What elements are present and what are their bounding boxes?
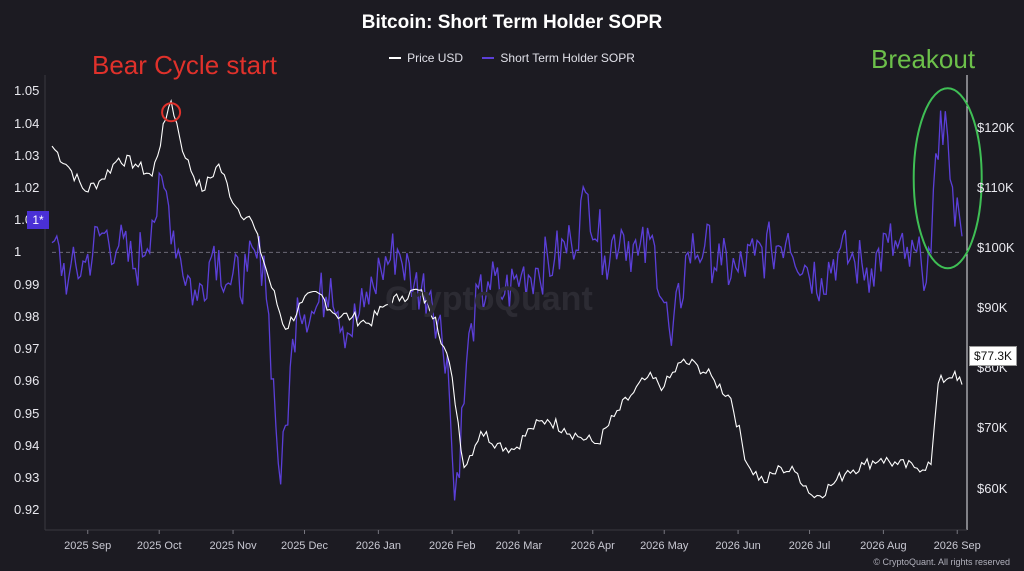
legend-item-sopr[interactable]: Short Term Holder SOPR bbox=[482, 51, 635, 65]
y-left-tick-label: 1 bbox=[14, 244, 22, 260]
copyright-credit: © CryptoQuant. All rights reserved bbox=[873, 557, 1010, 567]
chart-title: Bitcoin: Short Term Holder SOPR bbox=[361, 12, 663, 33]
x-tick-label: 2026 Sep bbox=[933, 540, 981, 552]
y-left-tick-label: 1.04 bbox=[14, 115, 40, 131]
y-left-tick-label: 0.95 bbox=[14, 405, 40, 421]
y-left-tick-label: 1.03 bbox=[14, 147, 40, 163]
legend-label-sopr: Short Term Holder SOPR bbox=[500, 51, 635, 65]
x-tick-label: 2026 Mar bbox=[495, 540, 543, 552]
y-left-tick-label: 0.99 bbox=[14, 276, 40, 292]
series-line-price-usd bbox=[51, 99, 963, 499]
y-left-tick-label: 0.92 bbox=[14, 502, 40, 518]
y-left-tick-label: 0.98 bbox=[14, 308, 40, 324]
y-right-tick-label: $100K bbox=[977, 240, 1015, 256]
bear-cycle-marker-circle bbox=[161, 102, 182, 123]
y-left-tick-label: 1.05 bbox=[14, 83, 40, 99]
x-tick-label: 2026 Aug bbox=[860, 540, 907, 552]
x-tick-label: 2025 Sep bbox=[64, 540, 112, 552]
legend: Price USD Short Term Holder SOPR bbox=[0, 48, 1024, 65]
annotation-bear-cycle-start: Bear Cycle start bbox=[92, 50, 277, 80]
legend-label-price: Price USD bbox=[407, 51, 464, 65]
x-tick-label: 2026 Apr bbox=[570, 540, 615, 552]
x-tick-label: 2026 Jan bbox=[355, 540, 401, 552]
last-price-badge: $77.3K bbox=[969, 346, 1018, 366]
x-tick-label: 2026 Feb bbox=[428, 540, 476, 552]
x-tick-label: 2025 Oct bbox=[136, 540, 182, 552]
y-left-tick-label: 0.96 bbox=[14, 373, 40, 389]
legend-swatch-sopr bbox=[482, 57, 495, 59]
legend-item-price[interactable]: Price USD bbox=[389, 51, 463, 65]
y-right-tick-label: $60K bbox=[977, 480, 1008, 496]
y-right-tick-label: $110K bbox=[977, 180, 1014, 196]
y-left-tick-label: 0.97 bbox=[14, 341, 40, 357]
x-tick-label: 2026 May bbox=[640, 540, 689, 552]
watermark: CryptoQuant bbox=[385, 280, 593, 318]
x-tick-label: 2025 Dec bbox=[280, 540, 329, 552]
x-tick-label: 2026 Jul bbox=[788, 540, 831, 552]
plot-frame bbox=[44, 75, 968, 531]
y-left-tick-label: 0.93 bbox=[14, 469, 40, 485]
series-line-short-term-holder-sopr bbox=[51, 110, 963, 501]
reference-badge: 1* bbox=[27, 211, 49, 229]
annotation-breakout: Breakout bbox=[871, 44, 976, 74]
y-right-tick-label: $120K bbox=[977, 120, 1015, 136]
y-left-tick-label: 0.94 bbox=[14, 437, 40, 453]
y-left-tick-label: 1.02 bbox=[14, 179, 40, 195]
x-tick-label: 2025 Nov bbox=[209, 540, 257, 552]
x-ticks bbox=[87, 530, 958, 534]
y-right-tick-label: $70K bbox=[977, 420, 1008, 436]
breakout-marker-ellipse bbox=[912, 87, 983, 270]
x-tick-label: 2026 Jun bbox=[715, 540, 761, 552]
legend-swatch-price bbox=[389, 57, 402, 59]
y-right-tick-label: $90K bbox=[977, 300, 1008, 316]
